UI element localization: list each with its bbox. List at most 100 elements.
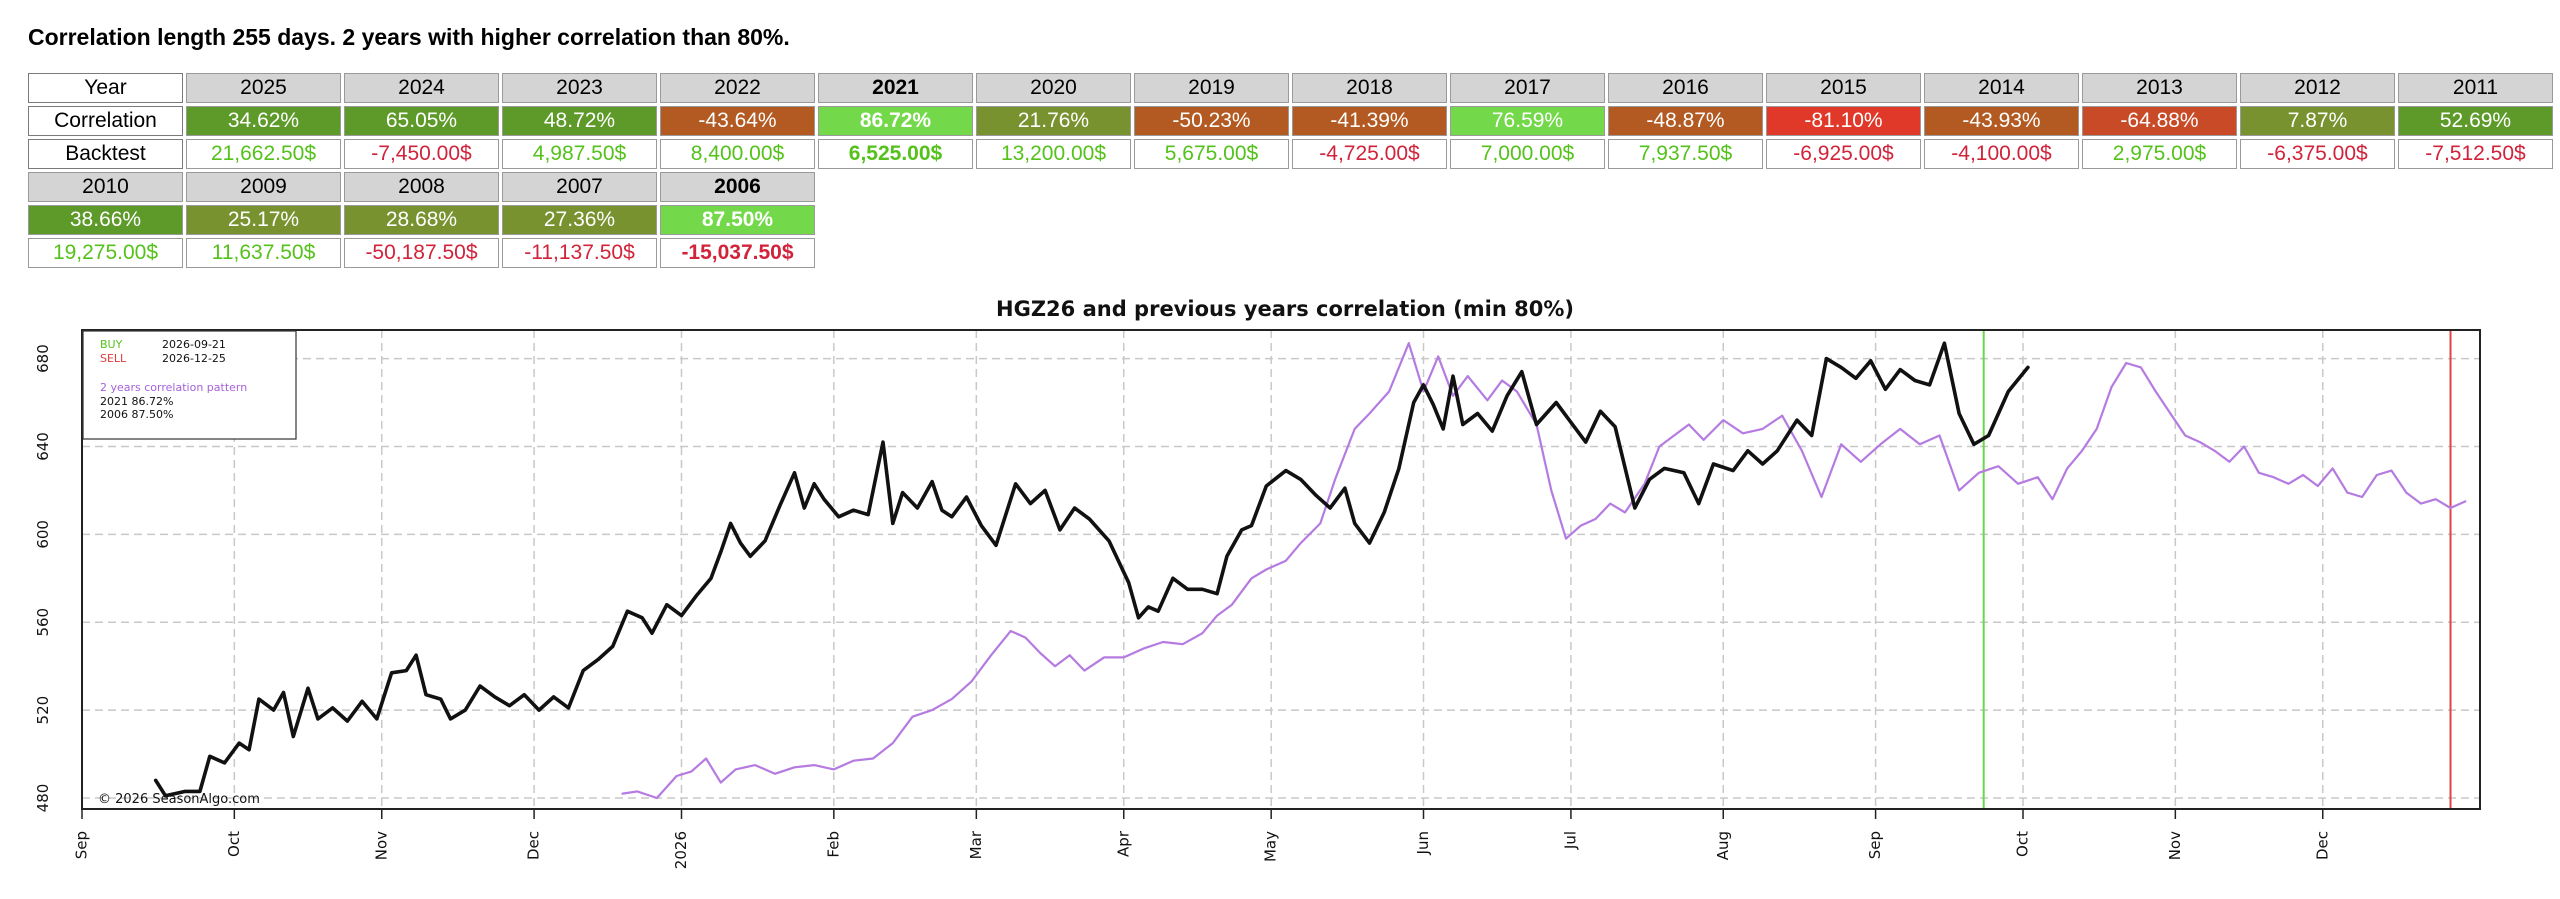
x-tick-label: Dec (2313, 831, 2331, 860)
backtest-cell-2020: 13,200.00$ (976, 139, 1131, 169)
row-label-year: Year (28, 73, 183, 103)
correlation-table: Year 2025 2024 2023 2022 2021 2020 2019 2018 2017… (25, 70, 2556, 271)
backtest-cell-2025: 21,662.50$ (186, 139, 341, 169)
legend-box (82, 330, 297, 440)
correlation-cell-2009: 25.17% (186, 205, 341, 235)
year-header-2019: 2019 (1134, 73, 1289, 103)
x-tick-label: May (1262, 831, 1280, 862)
year-header-2008: 2008 (344, 172, 499, 202)
correlation-cell-2022: -43.64% (660, 106, 815, 136)
row-label-correlation: Correlation (28, 106, 183, 136)
backtest-cell-2024: -7,450.00$ (344, 139, 499, 169)
backtest-cell-2009: 11,637.50$ (186, 238, 341, 268)
chart-title: HGZ26 and previous years correlation (mi… (996, 297, 1574, 321)
legend-entry-2006: 2006 87.50% (100, 408, 173, 421)
year-header-2012: 2012 (2240, 73, 2395, 103)
correlation-cell-2016: -48.87% (1608, 106, 1763, 136)
year-header-2011: 2011 (2398, 73, 2553, 103)
backtest-cell-2011: -7,512.50$ (2398, 139, 2553, 169)
x-axis: Sep Oct Nov Dec 2026 Feb Mar Apr May Jun Jul Aug Sep… (73, 809, 2331, 869)
correlation-cell-2006: 87.50% (660, 205, 815, 235)
correlation-cell-2019: -50.23% (1134, 106, 1289, 136)
year-header-2024: 2024 (344, 73, 499, 103)
backtest-cell-2010: 19,275.00$ (28, 238, 183, 268)
backtest-cell-2015: -6,925.00$ (1766, 139, 1921, 169)
correlation-cell-2013: -64.88% (2082, 106, 2237, 136)
correlation-cell-2008: 28.68% (344, 205, 499, 235)
legend-entry-2021: 2021 86.72% (100, 395, 173, 408)
x-tick-label: Oct (225, 831, 243, 857)
year-header-2016: 2016 (1608, 73, 1763, 103)
correlation-cell-2023: 48.72% (502, 106, 657, 136)
row-label-backtest: Backtest (28, 139, 183, 169)
backtest-cell-2013: 2,975.00$ (2082, 139, 2237, 169)
year-header-2006: 2006 (660, 172, 815, 202)
x-tick-label: Sep (73, 831, 91, 859)
year-header-2025: 2025 (186, 73, 341, 103)
table-row-correlation: 38.66% 25.17% 28.68% 27.36% 87.50% (28, 205, 2553, 235)
x-tick-label: Apr (1114, 830, 1132, 857)
x-tick-label: Sep (1866, 831, 1884, 859)
x-tick-label: 2026 (672, 831, 690, 869)
legend-buy-label: BUY (100, 338, 123, 351)
x-tick-label: Jun (1414, 831, 1432, 855)
correlation-cell-2011: 52.69% (2398, 106, 2553, 136)
correlation-cell-2017: 76.59% (1450, 106, 1605, 136)
year-header-2013: 2013 (2082, 73, 2237, 103)
y-tick-label: 480 (34, 784, 52, 813)
backtest-cell-2014: -4,100.00$ (1924, 139, 2079, 169)
grid (81, 330, 2480, 809)
year-header-2014: 2014 (1924, 73, 2079, 103)
correlation-cell-2021: 86.72% (818, 106, 973, 136)
x-tick-label: Jul (1561, 831, 1579, 850)
correlation-cell-2020: 21.76% (976, 106, 1131, 136)
table-row-year: Year 2025 2024 2023 2022 2021 2020 2019 2018 2017… (28, 73, 2553, 103)
correlation-cell-2015: -81.10% (1766, 106, 1921, 136)
correlation-cell-2007: 27.36% (502, 205, 657, 235)
year-header-2018: 2018 (1292, 73, 1447, 103)
correlation-cell-2018: -41.39% (1292, 106, 1447, 136)
x-tick-label: Nov (2166, 831, 2184, 860)
legend-buy-date: 2026-09-21 (162, 338, 226, 351)
correlation-chart: HGZ26 and previous years correlation (mi… (34, 297, 2481, 869)
x-tick-label: Dec (525, 831, 543, 860)
backtest-cell-2017: 7,000.00$ (1450, 139, 1605, 169)
year-header-2010: 2010 (28, 172, 183, 202)
backtest-cell-2021: 6,525.00$ (818, 139, 973, 169)
year-header-2007: 2007 (502, 172, 657, 202)
x-tick-label: Mar (967, 830, 985, 859)
series (153, 341, 2467, 800)
table-row-backtest: 19,275.00$ 11,637.50$ -50,187.50$ -11,137.5… (28, 238, 2553, 268)
chart-legend: BUY 2026-09-21 SELL 2026-12-25 2 years c… (82, 330, 297, 440)
x-tick-label: Nov (372, 831, 390, 860)
pattern-series-line (621, 342, 2467, 800)
y-tick-label: 560 (34, 608, 52, 637)
correlation-cell-2010: 38.66% (28, 205, 183, 235)
year-header-2017: 2017 (1450, 73, 1605, 103)
y-axis: 480 520 560 600 640 680 (34, 344, 52, 812)
signal-lines (1982, 330, 2452, 809)
backtest-cell-2016: 7,937.50$ (1608, 139, 1763, 169)
y-tick-label: 680 (34, 344, 52, 373)
x-tick-label: Aug (1714, 831, 1732, 860)
table-row-year: 2010 2009 2008 2007 2006 (28, 172, 2553, 202)
y-tick-label: 600 (34, 520, 52, 549)
legend-sell-date: 2026-12-25 (162, 352, 226, 365)
copyright-label: © 2026 SeasonAlgo.com (98, 792, 260, 807)
backtest-cell-2018: -4,725.00$ (1292, 139, 1447, 169)
backtest-cell-2006: -15,037.50$ (660, 238, 815, 268)
y-tick-label: 640 (34, 432, 52, 461)
year-header-2023: 2023 (502, 73, 657, 103)
backtest-cell-2008: -50,187.50$ (344, 238, 499, 268)
backtest-cell-2007: -11,137.50$ (502, 238, 657, 268)
correlation-cell-2024: 65.05% (344, 106, 499, 136)
year-header-2009: 2009 (186, 172, 341, 202)
plot-frame (81, 329, 2481, 810)
backtest-cell-2022: 8,400.00$ (660, 139, 815, 169)
year-header-2022: 2022 (660, 73, 815, 103)
backtest-cell-2019: 5,675.00$ (1134, 139, 1289, 169)
correlation-cell-2014: -43.93% (1924, 106, 2079, 136)
table-row-backtest: Backtest 21,662.50$ -7,450.00$ 4,987.50$ 8,4… (28, 139, 2553, 169)
year-header-2015: 2015 (1766, 73, 1921, 103)
correlation-cell-2025: 34.62% (186, 106, 341, 136)
